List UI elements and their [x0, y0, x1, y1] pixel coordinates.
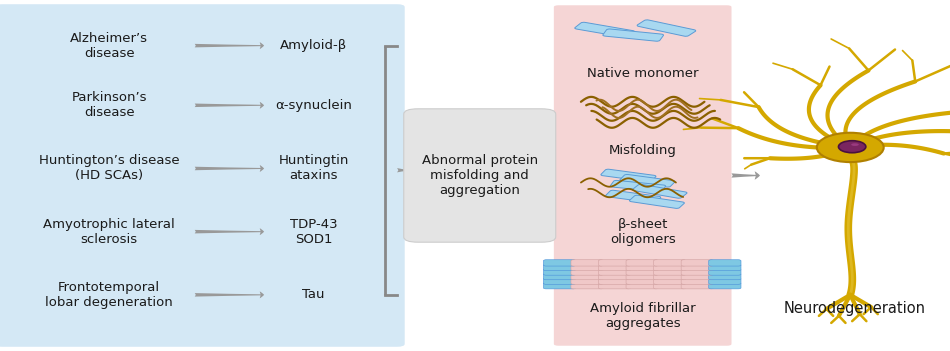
FancyBboxPatch shape	[709, 264, 741, 271]
Text: Huntington’s disease
(HD SCAs): Huntington’s disease (HD SCAs)	[39, 154, 180, 183]
FancyBboxPatch shape	[598, 269, 631, 275]
FancyBboxPatch shape	[543, 273, 576, 280]
FancyBboxPatch shape	[598, 283, 631, 289]
FancyBboxPatch shape	[571, 278, 603, 284]
FancyBboxPatch shape	[598, 273, 631, 280]
Ellipse shape	[817, 133, 884, 162]
FancyBboxPatch shape	[654, 269, 686, 275]
FancyBboxPatch shape	[543, 278, 576, 284]
FancyBboxPatch shape	[709, 269, 741, 275]
FancyBboxPatch shape	[571, 273, 603, 280]
FancyBboxPatch shape	[681, 278, 713, 284]
FancyBboxPatch shape	[598, 264, 631, 271]
FancyBboxPatch shape	[543, 260, 576, 266]
FancyBboxPatch shape	[598, 260, 631, 266]
FancyBboxPatch shape	[598, 278, 631, 284]
FancyBboxPatch shape	[626, 264, 658, 271]
FancyBboxPatch shape	[681, 260, 713, 266]
FancyBboxPatch shape	[626, 269, 658, 275]
FancyBboxPatch shape	[543, 283, 576, 289]
Ellipse shape	[839, 141, 865, 153]
FancyBboxPatch shape	[626, 283, 658, 289]
FancyBboxPatch shape	[654, 283, 686, 289]
FancyBboxPatch shape	[633, 184, 687, 198]
FancyBboxPatch shape	[709, 278, 741, 284]
Text: Parkinson’s
disease: Parkinson’s disease	[71, 91, 147, 119]
FancyBboxPatch shape	[575, 22, 635, 38]
Text: Native monomer: Native monomer	[587, 67, 698, 80]
FancyBboxPatch shape	[654, 264, 686, 271]
Ellipse shape	[851, 143, 859, 146]
FancyBboxPatch shape	[654, 260, 686, 266]
FancyBboxPatch shape	[637, 20, 695, 36]
Text: β-sheet
oligomers: β-sheet oligomers	[610, 218, 675, 246]
FancyBboxPatch shape	[404, 109, 556, 242]
Text: Tau: Tau	[302, 288, 325, 302]
FancyBboxPatch shape	[610, 180, 666, 192]
FancyBboxPatch shape	[630, 195, 684, 208]
FancyBboxPatch shape	[626, 273, 658, 280]
Text: Neurodegeneration: Neurodegeneration	[784, 302, 926, 316]
FancyBboxPatch shape	[600, 169, 656, 182]
FancyBboxPatch shape	[619, 174, 675, 187]
FancyBboxPatch shape	[709, 260, 741, 266]
FancyBboxPatch shape	[571, 283, 603, 289]
Text: Alzheimer’s
disease: Alzheimer’s disease	[70, 32, 148, 60]
Text: Huntingtin
ataxins: Huntingtin ataxins	[278, 154, 349, 183]
Text: Amyloid-β: Amyloid-β	[280, 39, 347, 52]
FancyBboxPatch shape	[605, 190, 661, 203]
FancyBboxPatch shape	[681, 269, 713, 275]
Text: Amyloid fibrillar
aggregates: Amyloid fibrillar aggregates	[590, 302, 695, 330]
FancyBboxPatch shape	[543, 264, 576, 271]
FancyBboxPatch shape	[654, 273, 686, 280]
FancyBboxPatch shape	[571, 264, 603, 271]
FancyBboxPatch shape	[654, 278, 686, 284]
FancyBboxPatch shape	[543, 269, 576, 275]
FancyBboxPatch shape	[709, 273, 741, 280]
FancyBboxPatch shape	[571, 269, 603, 275]
FancyBboxPatch shape	[626, 260, 658, 266]
FancyBboxPatch shape	[681, 273, 713, 280]
Text: Amyotrophic lateral
sclerosis: Amyotrophic lateral sclerosis	[44, 218, 175, 246]
FancyBboxPatch shape	[626, 278, 658, 284]
Text: TDP-43
SOD1: TDP-43 SOD1	[290, 218, 337, 246]
Text: Frontotemporal
lobar degeneration: Frontotemporal lobar degeneration	[46, 281, 173, 309]
FancyBboxPatch shape	[709, 283, 741, 289]
Text: α-synuclein: α-synuclein	[276, 99, 352, 112]
Text: Abnormal protein
misfolding and
aggregation: Abnormal protein misfolding and aggregat…	[422, 154, 538, 197]
FancyBboxPatch shape	[681, 264, 713, 271]
FancyBboxPatch shape	[0, 4, 405, 347]
FancyBboxPatch shape	[554, 5, 732, 346]
FancyBboxPatch shape	[681, 283, 713, 289]
FancyBboxPatch shape	[603, 29, 663, 41]
Text: Misfolding: Misfolding	[609, 144, 676, 158]
FancyBboxPatch shape	[571, 260, 603, 266]
